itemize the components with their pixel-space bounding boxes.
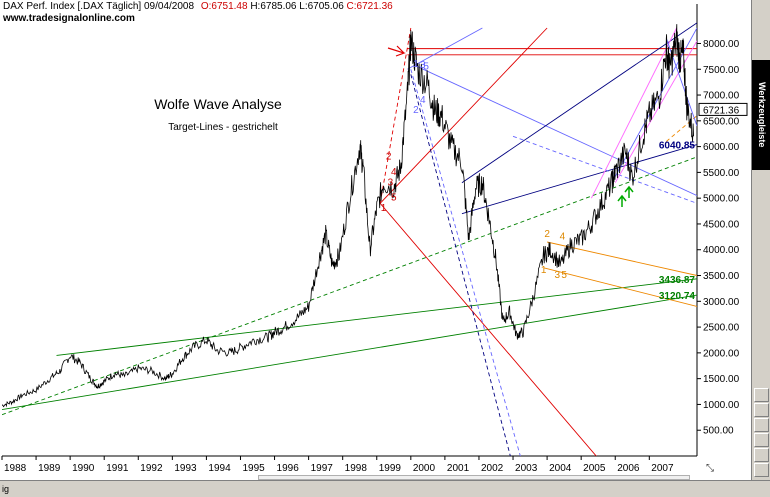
wave-point-label: 3 (388, 177, 394, 188)
y-tick-label: 500.00 (703, 426, 734, 437)
trend-line (410, 69, 521, 456)
y-tick-label: 2500.00 (703, 323, 740, 334)
expand-icon[interactable]: ⤡ (706, 463, 714, 474)
toolbar-button-4[interactable] (754, 433, 769, 447)
x-tick-label: 1997 (311, 463, 334, 474)
y-tick-label: 8000.00 (703, 39, 740, 50)
trend-line (512, 135, 697, 204)
chart-title: Wolfe Wave Analyse (154, 96, 282, 112)
trend-line (407, 27, 483, 70)
x-tick-label: 2005 (583, 463, 606, 474)
value-label: 6040.85 (659, 140, 696, 151)
x-tick-label: 2000 (413, 463, 436, 474)
wave-point-label: 2 (413, 105, 419, 116)
x-tick-label: 2002 (481, 463, 504, 474)
x-tick-label: 1996 (277, 463, 300, 474)
wave-point-label: 2 (386, 151, 392, 162)
wave-point-label: 4 (391, 167, 397, 178)
y-tick-label: 7500.00 (703, 65, 740, 76)
wave-point-label: 2 (544, 229, 550, 240)
x-tick-label: 2007 (651, 463, 674, 474)
trend-line (379, 203, 597, 456)
wave-point-label: 3 (555, 270, 561, 281)
y-tick-label: 4000.00 (703, 245, 740, 256)
trend-line (417, 66, 697, 196)
wave-point-label: 1 (413, 59, 419, 70)
close-value: C:6721.36 (346, 1, 393, 12)
y-tick-label: 6500.00 (703, 116, 740, 127)
value-label: 3120.74 (659, 291, 696, 302)
y-tick-label: 3000.00 (703, 297, 740, 308)
wave-point-label: 5 (423, 61, 429, 72)
toolbar-button-2[interactable] (754, 403, 769, 417)
chart-header: DAX Perf. Index [.DAX Täglich] 09/04/200… (3, 1, 393, 12)
trend-line (2, 156, 697, 416)
peak-arrow (387, 45, 406, 57)
trend-line (461, 22, 697, 184)
trend-lines-group (2, 22, 697, 456)
instrument-name: DAX Perf. Index [.DAX Täglich] 09/04/200… (3, 1, 195, 12)
wave-point-label: 5 (391, 193, 397, 204)
x-tick-label: 1992 (140, 463, 163, 474)
trend-line (461, 144, 697, 215)
trend-line (590, 27, 677, 199)
x-tick-label: 1999 (379, 463, 402, 474)
x-tick-label: 1991 (106, 463, 129, 474)
x-tick-label: 1989 (38, 463, 61, 474)
x-tick-label: 1995 (242, 463, 265, 474)
open-value: O:6751.48 (200, 1, 248, 12)
wave-point-label: 3 (420, 60, 426, 71)
low-value: L:6705.06 (299, 1, 344, 12)
trend-line (379, 27, 412, 204)
toolbar-button-1[interactable] (754, 388, 769, 402)
buy-arrow (624, 185, 634, 198)
trend-line (543, 267, 697, 307)
x-tick-label: 2004 (549, 463, 572, 474)
trend-line (379, 27, 548, 204)
toolbar-button-3[interactable] (754, 418, 769, 432)
status-bar: ig (0, 480, 770, 497)
y-tick-label: 3500.00 (703, 271, 740, 282)
wave-point-label: 4 (420, 95, 426, 106)
trend-line (410, 74, 511, 456)
toolbar-label[interactable]: Werkzeugleiste (752, 60, 770, 170)
wave-point-label: 4 (560, 231, 566, 242)
status-text: ig (2, 484, 10, 494)
high-value: H:6785.06 (250, 1, 297, 12)
y-tick-label: 5500.00 (703, 168, 740, 179)
horizontal-scrollbar[interactable] (258, 475, 690, 480)
x-tick-label: 1993 (174, 463, 197, 474)
trend-line (56, 278, 697, 356)
y-tick-label: 7000.00 (703, 91, 740, 102)
y-tick-label: 1000.00 (703, 400, 740, 411)
x-tick-label: 1990 (72, 463, 95, 474)
tool-panel: Werkzeugleiste (751, 0, 770, 480)
toolbar-button-6[interactable] (754, 463, 769, 477)
y-tick-label: 4500.00 (703, 219, 740, 230)
x-tick-label: 2003 (515, 463, 538, 474)
wave-point-label: 1 (381, 203, 387, 214)
y-tick-label: 2000.00 (703, 348, 740, 359)
last-price-box (698, 102, 748, 116)
y-tick-label: 6000.00 (703, 142, 740, 153)
chart-subtitle: Target-Lines - gestrichelt (168, 122, 278, 133)
price-series-line (2, 24, 694, 408)
x-tick-label: 2006 (617, 463, 640, 474)
last-price-label: 6721.36 (703, 105, 740, 116)
x-tick-label: 2001 (447, 463, 470, 474)
buy-arrow (617, 194, 627, 207)
toolbar-button-5[interactable] (754, 448, 769, 462)
value-label: 3436.87 (659, 275, 696, 286)
y-tick-label: 1500.00 (703, 374, 740, 385)
wave-point-label: 1 (541, 265, 547, 276)
source-url: www.tradesignalonline.com (3, 13, 135, 24)
y-tick-label: 5000.00 (703, 194, 740, 205)
x-tick-label: 1998 (345, 463, 368, 474)
wave-point-label: 5 (561, 270, 567, 281)
x-tick-label: 1994 (208, 463, 231, 474)
x-tick-label: 1988 (4, 463, 27, 474)
trend-line (2, 294, 697, 411)
